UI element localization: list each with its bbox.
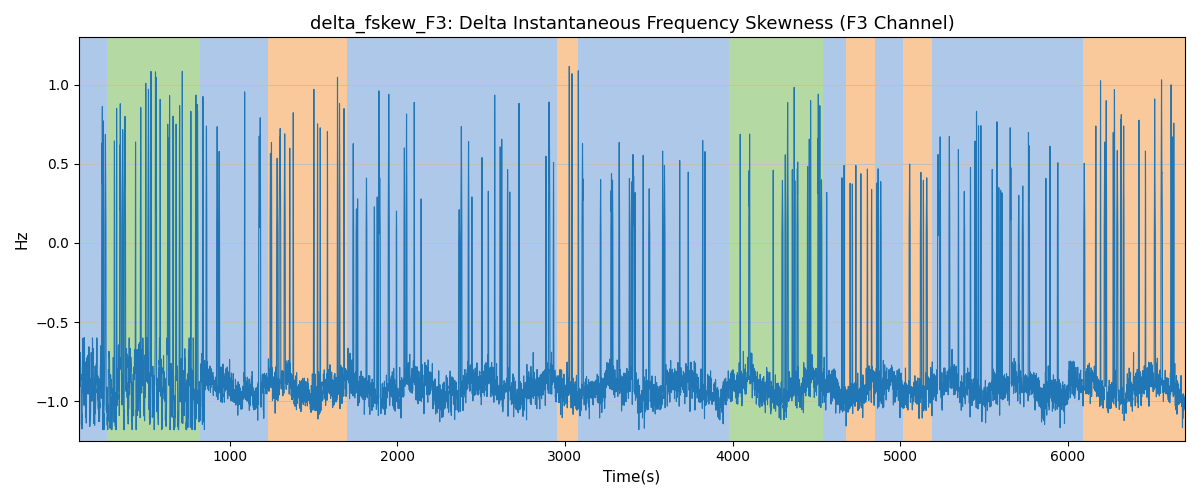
Bar	[269, 38, 347, 440]
Bar	[875, 38, 904, 440]
Bar	[578, 38, 710, 440]
Bar	[730, 38, 823, 440]
Bar	[932, 38, 1044, 440]
Bar	[823, 38, 846, 440]
Bar	[1044, 38, 1082, 440]
Bar	[846, 38, 875, 440]
Bar	[1082, 38, 1186, 440]
Title: delta_fskew_F3: Delta Instantaneous Frequency Skewness (F3 Channel): delta_fskew_F3: Delta Instantaneous Freq…	[310, 15, 954, 34]
Bar	[79, 38, 107, 440]
Bar	[199, 38, 269, 440]
Bar	[347, 38, 557, 440]
Bar	[557, 38, 578, 440]
Y-axis label: Hz: Hz	[14, 230, 30, 249]
Bar	[710, 38, 730, 440]
Bar	[107, 38, 199, 440]
Bar	[904, 38, 932, 440]
X-axis label: Time(s): Time(s)	[604, 470, 660, 485]
